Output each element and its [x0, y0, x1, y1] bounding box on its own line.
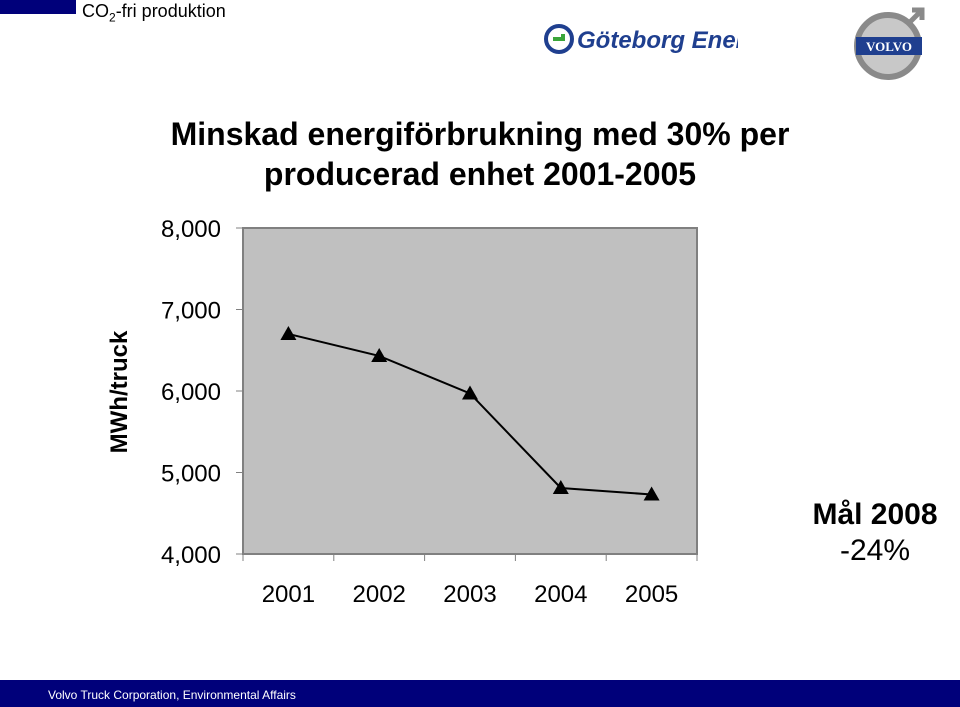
section-label-prefix: CO	[82, 1, 109, 21]
y-tick-label: 4,000	[161, 542, 221, 569]
chart-title-line-2: producerad enhet 2001-2005	[263, 156, 697, 192]
chart-title-line-1: Minskad energiförbrukning med 30% per	[170, 116, 790, 152]
goteborg-energi-logo: Göteborg Energi	[544, 24, 738, 54]
x-tick-label: 2005	[625, 581, 678, 608]
goal-value: -24%	[839, 534, 911, 567]
volvo-logo: VOLVO	[854, 7, 925, 80]
x-tick-labels: 2001 2002 2003 2004 2005	[262, 581, 679, 608]
x-tick-label: 2002	[353, 581, 406, 608]
header-accent-bar	[0, 0, 76, 14]
section-label: CO2-fri produktion	[82, 0, 226, 29]
data-point-marker	[643, 486, 660, 501]
data-point-marker	[552, 479, 569, 494]
company-logo-text: VOLVO	[866, 39, 912, 54]
footer-bar: Volvo Truck Corporation, Environmental A…	[0, 680, 960, 707]
section-label-subscript: 2	[109, 10, 116, 25]
partner-logo-text: Göteborg Energi	[577, 27, 738, 54]
goal-box: Mål 2008 -24%	[790, 497, 960, 569]
chart-axes	[236, 227, 698, 561]
goal-title: Mål 2008	[812, 498, 938, 531]
data-point-marker	[462, 385, 478, 400]
y-tick-label: 6,000	[161, 379, 221, 406]
data-point-marker	[280, 325, 297, 340]
x-tick-label: 2004	[534, 581, 587, 608]
y-axis-label: MWh/truck	[106, 330, 133, 453]
y-tick-label: 5,000	[161, 461, 221, 488]
x-tick-label: 2001	[262, 581, 315, 608]
y-tick-labels: 8,000 7,000 6,000 5,000 4,000	[161, 216, 221, 569]
x-tick-label: 2003	[443, 581, 496, 608]
series-markers	[280, 325, 660, 501]
y-tick-label: 8,000	[161, 216, 221, 243]
footer-text: Volvo Truck Corporation, Environmental A…	[48, 688, 296, 702]
data-point-marker	[371, 347, 388, 362]
chart-title: Minskad energiförbrukning med 30% per pr…	[100, 114, 860, 194]
y-tick-label: 7,000	[161, 298, 221, 325]
section-label-suffix: -fri produktion	[115, 1, 226, 21]
